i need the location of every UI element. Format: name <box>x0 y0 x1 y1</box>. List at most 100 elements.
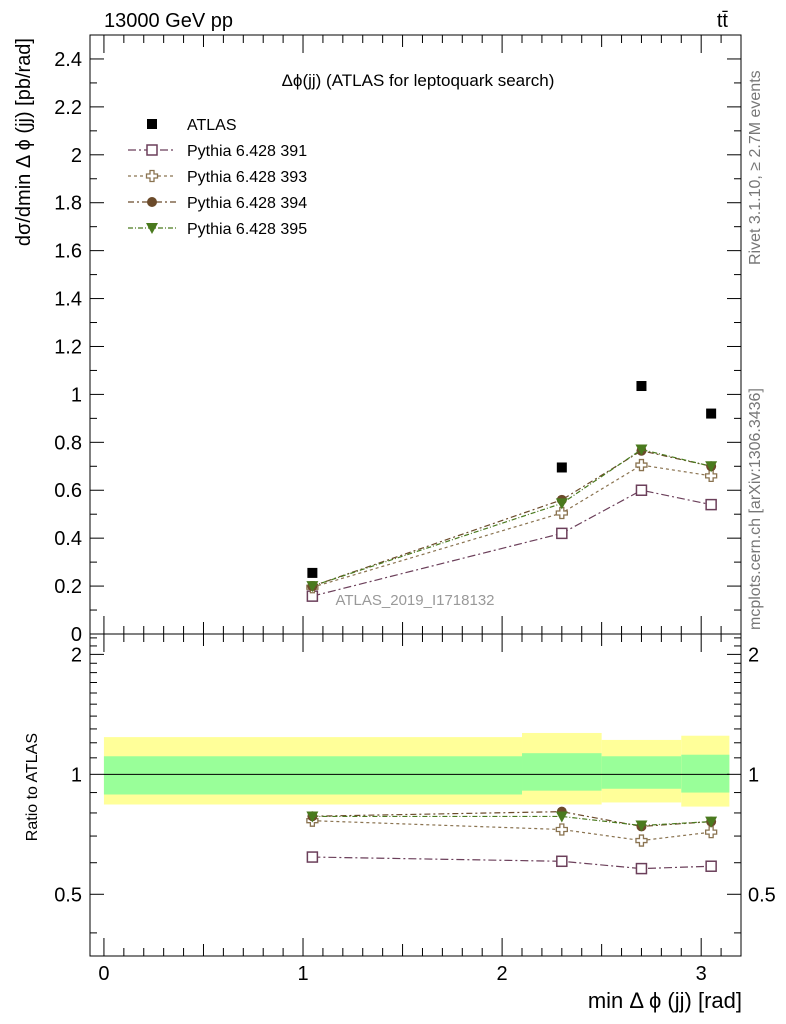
ratio-data-point <box>705 860 717 872</box>
inner-band <box>681 754 730 793</box>
x-tick-label: 2 <box>497 963 508 985</box>
y-tick-label: 0.6 <box>54 480 82 502</box>
y-tick-label: 0.8 <box>54 432 82 454</box>
ratio-data-point <box>555 823 568 836</box>
y-tick-label: 0 <box>71 624 82 646</box>
main-panel: 0 0.2 0.4 0.6 0.8 1 1.2 1.4 1.6 1.8 2 2.2 2.4 Δϕ(jj)… <box>54 34 742 646</box>
ratio-y-tick-label: 1 <box>71 764 82 786</box>
ratio-y-tick-label: 0.5 <box>54 884 82 906</box>
data-point <box>555 498 568 510</box>
legend-marker <box>147 119 157 129</box>
x-axis-title: min Δ ϕ (jj) [rad] <box>588 988 742 1013</box>
ratio-series-line <box>312 856 712 870</box>
series-atlas <box>307 381 717 578</box>
series-line <box>312 464 712 588</box>
ratio-series-line <box>312 815 712 827</box>
series-pythia-6-428-393 <box>306 458 718 594</box>
ratio-data-point <box>704 825 718 839</box>
data-point <box>556 527 568 540</box>
series-pythia-6-428-395 <box>306 444 718 593</box>
ratio-plot-area: 0.5 0.5 1 1 2 2 0 1 2 3 <box>54 634 776 985</box>
legend-marker <box>146 144 158 156</box>
data-point <box>635 484 648 496</box>
y-tick-label: 1.4 <box>54 289 82 311</box>
legend-marker <box>146 223 158 234</box>
x-tick-label: 3 <box>696 963 707 985</box>
main-y-axis-title: dσ/dmin Δ ϕ (jj) [pb/rad] <box>13 38 35 246</box>
inner-band <box>522 753 602 791</box>
main-x-ticks <box>103 35 742 634</box>
legend-marker <box>145 169 159 183</box>
process-label: tt̄ <box>717 10 729 32</box>
data-point <box>555 506 568 520</box>
data-point <box>706 408 717 419</box>
legend-label: Pythia 6.428 395 <box>187 221 307 238</box>
y-tick-label: 2.4 <box>54 49 82 71</box>
ratio-y-axis-title: Ratio to ATLAS <box>24 733 41 841</box>
data-point <box>705 461 718 473</box>
ratio-y-tick-label-right: 2 <box>748 644 759 666</box>
legend: ATLAS Pythia 6.428 391 Pythia 6.428 393 Pyt… <box>128 117 307 238</box>
ratio-data-point <box>556 855 568 868</box>
main-plot-area: 0 0.2 0.4 0.6 0.8 1 1.2 1.4 1.6 1.8 2 2.2 2.4 <box>54 34 742 646</box>
legend-entry: ATLAS <box>147 117 237 134</box>
plot-title: Δϕ(jj) (ATLAS for leptoquark search) <box>282 71 555 90</box>
ratio-series-line <box>312 811 712 828</box>
analysis-watermark: ATLAS_2019_I1718132 <box>335 592 494 609</box>
ratio-data-point <box>306 851 319 863</box>
ratio-y-ticks: 0.5 0.5 1 1 2 2 <box>54 637 776 934</box>
rivet-version-label: Rivet 3.1.10, ≥ 2.7M events <box>747 70 764 265</box>
data-point <box>636 381 647 392</box>
data-point <box>307 567 318 578</box>
y-tick-label: 1.6 <box>54 241 82 263</box>
ratio-data-point <box>705 816 718 828</box>
energy-label: 13000 GeV pp <box>104 10 233 32</box>
uncertainty-bands <box>103 732 730 807</box>
data-point <box>705 498 717 511</box>
ratio-data-point <box>306 811 319 823</box>
data-point <box>635 444 648 456</box>
data-point <box>306 581 319 593</box>
ratio-panel: 0.5 0.5 1 1 2 2 0 1 2 3 <box>54 633 776 985</box>
ratio-data-point <box>635 834 648 847</box>
ratio-series-pythia-6-428-395 <box>306 811 718 832</box>
ratio-panel-frame <box>89 633 742 957</box>
ratio-data-point <box>635 862 648 875</box>
y-tick-label: 1 <box>71 384 82 406</box>
inner-band <box>601 756 682 789</box>
ratio-data-point <box>635 820 648 832</box>
series-line <box>312 448 712 587</box>
x-tick-label: 0 <box>98 963 109 985</box>
mcplots-label: mcplots.cern.ch [arXiv:1306.3436] <box>747 388 764 630</box>
data-point <box>635 458 648 472</box>
ratio-series-line <box>312 820 712 842</box>
legend-entry: Pythia 6.428 395 <box>128 221 307 238</box>
legend-entry: Pythia 6.428 393 <box>128 169 307 186</box>
legend-entry: Pythia 6.428 394 <box>128 195 307 212</box>
data-point <box>556 462 567 473</box>
ratio-x-ticks <box>103 634 742 956</box>
legend-label: Pythia 6.428 394 <box>187 195 307 212</box>
series-line <box>312 489 712 597</box>
ratio-series-pythia-6-428-391 <box>306 851 717 875</box>
y-tick-label: 2 <box>71 145 82 167</box>
x-tick-label: 1 <box>297 963 308 985</box>
x-tick-labels: 0 1 2 3 <box>98 963 706 985</box>
y-tick-label: 2.2 <box>54 97 82 119</box>
ratio-series-pythia-6-428-393 <box>306 814 718 847</box>
legend-label: Pythia 6.428 393 <box>187 169 307 186</box>
ratio-y-tick-label: 2 <box>71 644 82 666</box>
data-point <box>704 469 718 483</box>
ratio-y-tick-label-right: 0.5 <box>748 884 776 906</box>
y-tick-label: 1.2 <box>54 336 82 358</box>
y-tick-label: 0.4 <box>54 528 82 550</box>
legend-label: ATLAS <box>187 117 237 134</box>
ratio-y-tick-label-right: 1 <box>748 764 759 786</box>
ratio-data-point <box>555 811 568 823</box>
inner-band <box>103 756 523 795</box>
y-tick-label: 0.2 <box>54 576 82 598</box>
y-tick-label: 1.8 <box>54 193 82 215</box>
legend-entry: Pythia 6.428 391 <box>128 143 307 160</box>
legend-label: Pythia 6.428 391 <box>187 143 307 160</box>
